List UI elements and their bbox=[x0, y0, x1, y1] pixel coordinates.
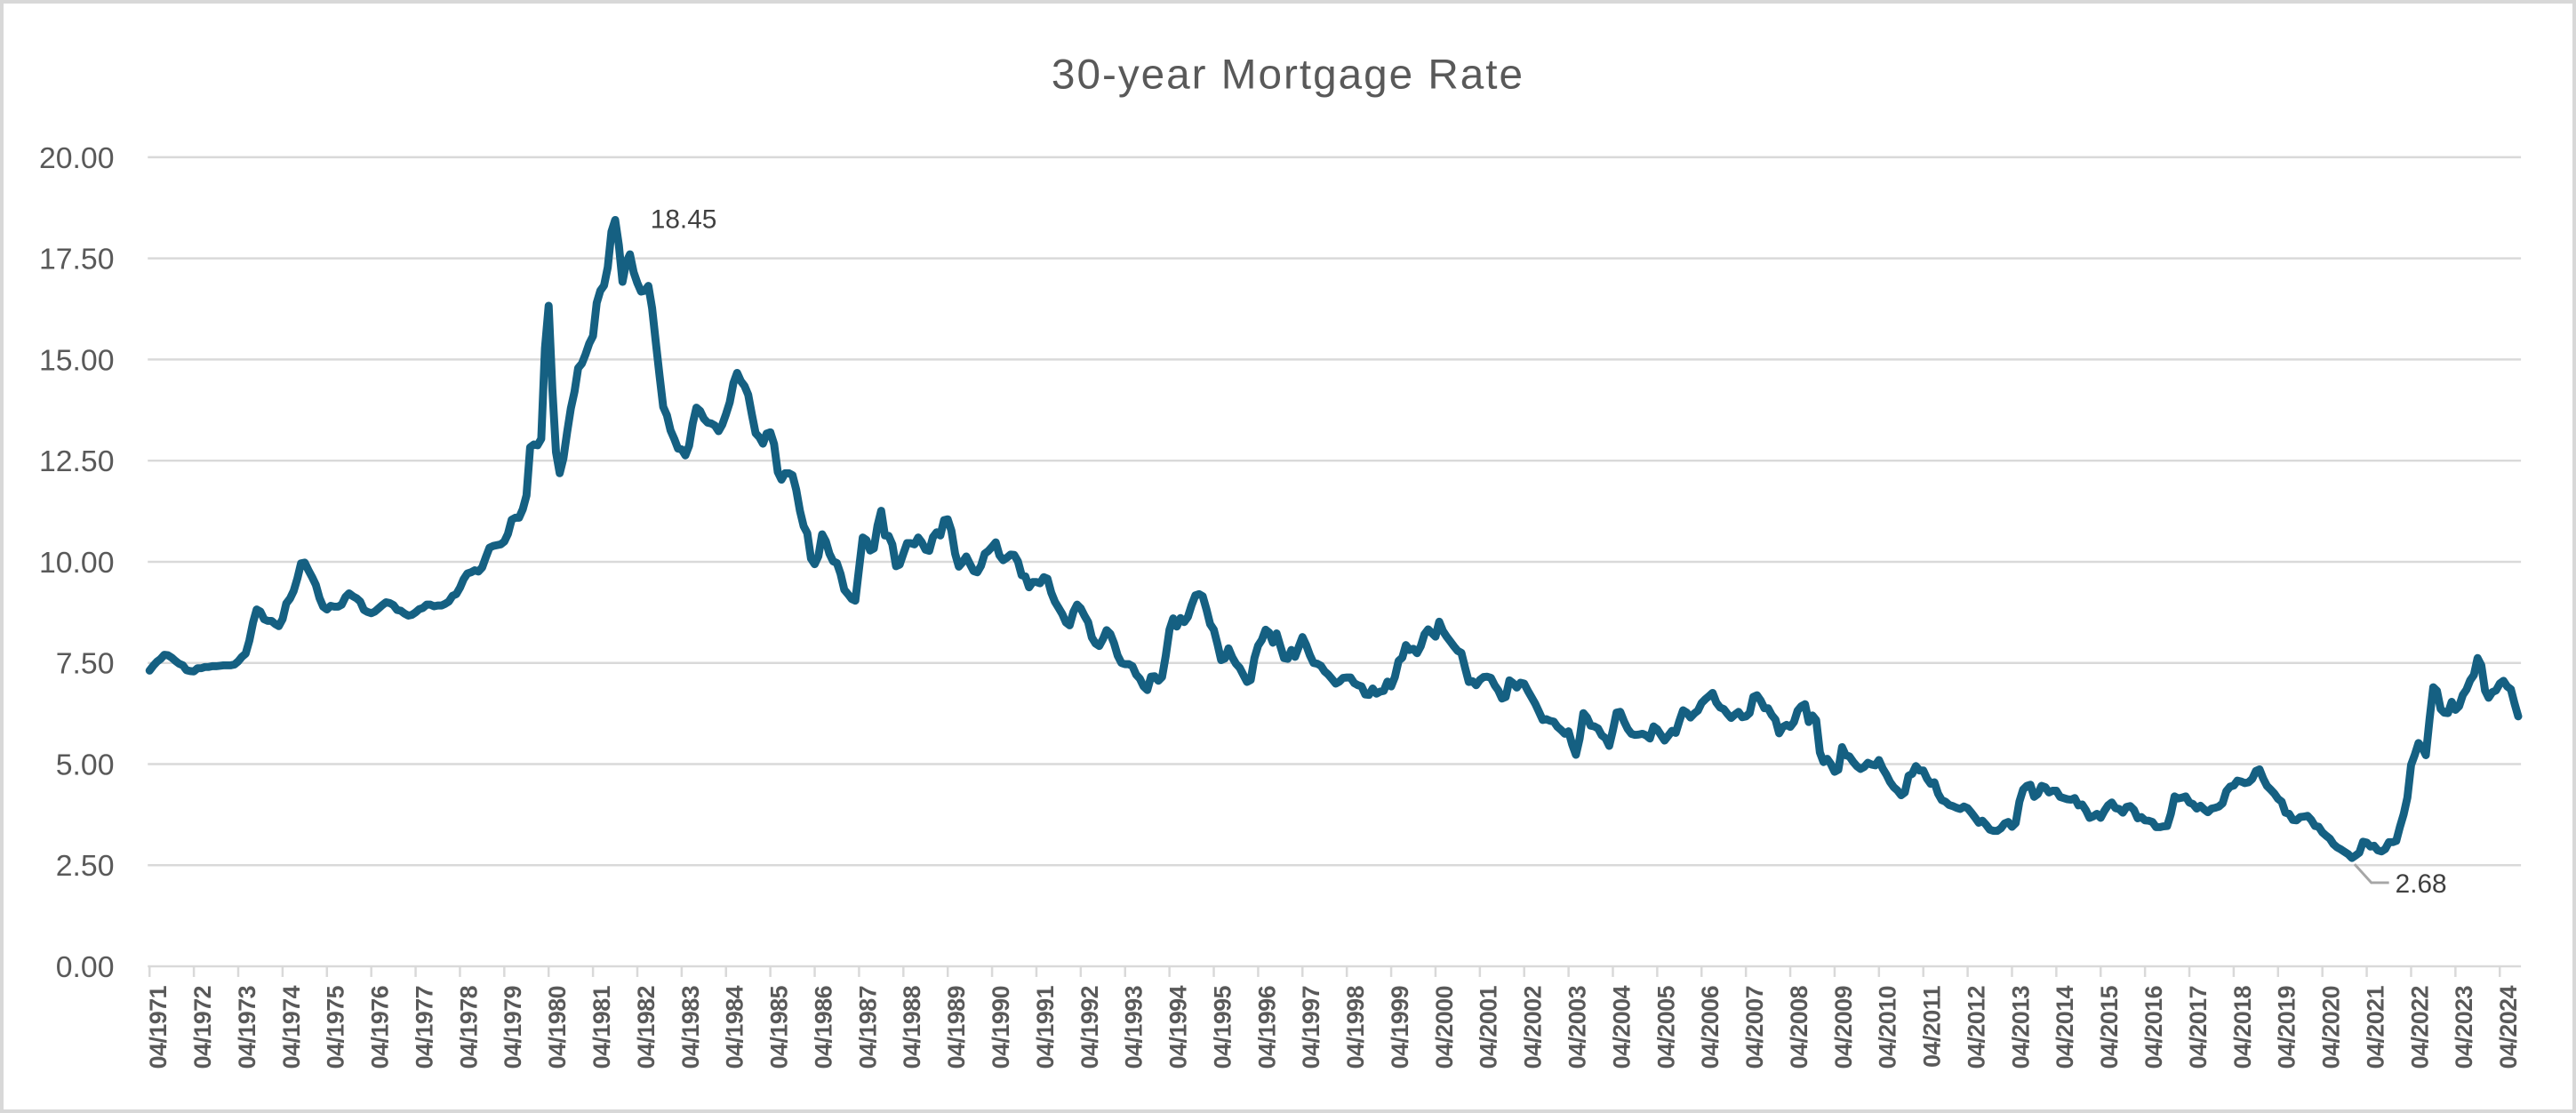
x-tick-label: 04/1972 bbox=[189, 986, 216, 1069]
y-tick-label: 20.00 bbox=[39, 141, 115, 175]
x-tick-label: 04/1974 bbox=[278, 985, 305, 1069]
y-tick-label: 2.50 bbox=[56, 849, 115, 883]
x-tick-label: 04/2000 bbox=[1431, 986, 1458, 1069]
x-tick-label: 04/2013 bbox=[2007, 986, 2034, 1069]
x-tick-label: 04/2012 bbox=[1963, 986, 1989, 1069]
x-tick-label: 04/2019 bbox=[2274, 986, 2300, 1069]
x-tick-label: 04/1993 bbox=[1121, 986, 1148, 1069]
x-tick-label: 04/2004 bbox=[1608, 985, 1635, 1069]
x-tick-label: 04/2006 bbox=[1697, 986, 1724, 1069]
x-tick-label: 04/2001 bbox=[1476, 985, 1502, 1069]
x-tick-label: 04/1998 bbox=[1342, 985, 1369, 1069]
x-tick-label: 04/2010 bbox=[1875, 986, 1901, 1069]
x-tick-label: 04/2009 bbox=[1830, 986, 1857, 1069]
x-tick-label: 04/2022 bbox=[2406, 986, 2433, 1069]
y-tick-label: 10.00 bbox=[39, 546, 115, 580]
x-tick-label: 04/2023 bbox=[2451, 986, 2477, 1069]
chart-title: 30-year Mortgage Rate bbox=[1052, 51, 1524, 98]
x-tick-label: 04/2017 bbox=[2185, 986, 2212, 1069]
x-tick-label: 04/1995 bbox=[1209, 985, 1236, 1069]
annotations: 18.45 2.68 bbox=[651, 204, 2447, 898]
x-tick-label: 04/1973 bbox=[234, 986, 260, 1069]
x-tick-label: 04/2008 bbox=[1786, 985, 1812, 1069]
x-tick-label: 04/1994 bbox=[1165, 985, 1192, 1069]
max-value-label: 18.45 bbox=[651, 204, 717, 234]
y-tick-label: 15.00 bbox=[39, 343, 115, 377]
min-value-label: 2.68 bbox=[2396, 869, 2447, 899]
x-tick-label: 04/2002 bbox=[1520, 986, 1547, 1069]
x-tick-label: 04/1996 bbox=[1253, 986, 1280, 1069]
x-tick-label: 04/1990 bbox=[988, 986, 1014, 1069]
x-tick-label: 04/1980 bbox=[544, 986, 571, 1069]
x-tick-label: 04/2020 bbox=[2318, 986, 2345, 1069]
x-tick-label: 04/1992 bbox=[1076, 986, 1103, 1069]
y-tick-label: 0.00 bbox=[56, 950, 115, 984]
x-tick-label: 04/1999 bbox=[1387, 986, 1413, 1069]
x-tick-label: 04/1982 bbox=[633, 986, 660, 1069]
y-axis-labels: 0.00 2.50 5.00 7.50 10.00 12.50 15.00 17.50 20.0… bbox=[39, 141, 115, 984]
y-tick-label: 5.00 bbox=[56, 748, 115, 781]
x-tick-label: 04/1988 bbox=[899, 985, 925, 1069]
x-tick-label: 04/1984 bbox=[722, 985, 748, 1069]
x-tick-label: 04/1977 bbox=[411, 986, 437, 1069]
x-tick-label: 04/1989 bbox=[943, 986, 970, 1069]
x-tick-label: 04/1979 bbox=[500, 986, 526, 1069]
x-tick-label: 04/2021 bbox=[2362, 985, 2388, 1069]
min-callout-leader-line bbox=[2353, 863, 2389, 885]
rate-line-series bbox=[145, 215, 2523, 862]
x-tick-label: 04/1997 bbox=[1298, 986, 1324, 1069]
y-tick-label: 12.50 bbox=[39, 444, 115, 478]
x-tick-label: 04/2011 bbox=[1919, 985, 1946, 1068]
x-tick-label: 04/2007 bbox=[1741, 986, 1768, 1069]
x-axis-labels: 04/1971 04/1972 04/1973 04/1974 04/1975 04/19… bbox=[145, 985, 2522, 1069]
x-tick-label: 04/1971 bbox=[145, 985, 172, 1069]
chart-canvas: 0.00 2.50 5.00 7.50 10.00 12.50 15.00 17.50 20.0… bbox=[39, 51, 2523, 1069]
x-tick-label: 04/2024 bbox=[2495, 985, 2522, 1069]
x-tick-label: 04/1983 bbox=[677, 986, 704, 1069]
x-tick-label: 04/2005 bbox=[1652, 985, 1679, 1069]
y-tick-label: 17.50 bbox=[39, 243, 115, 276]
x-tick-label: 04/1976 bbox=[367, 986, 394, 1069]
x-tick-label: 04/2018 bbox=[2229, 985, 2256, 1069]
gridlines bbox=[148, 156, 2522, 867]
x-tick-label: 04/2016 bbox=[2140, 986, 2167, 1069]
x-tick-label: 04/1985 bbox=[766, 985, 793, 1069]
y-tick-label: 7.50 bbox=[56, 647, 115, 681]
x-axis bbox=[148, 965, 2522, 977]
x-tick-label: 04/1987 bbox=[854, 986, 881, 1069]
x-tick-label: 04/1975 bbox=[323, 985, 349, 1069]
x-tick-label: 04/2015 bbox=[2096, 985, 2123, 1069]
x-tick-label: 04/1978 bbox=[455, 985, 482, 1069]
x-tick-label: 04/1986 bbox=[810, 986, 836, 1069]
x-tick-label: 04/2003 bbox=[1564, 986, 1590, 1069]
x-tick-label: 04/1981 bbox=[588, 985, 615, 1069]
x-tick-label: 04/1991 bbox=[1032, 985, 1059, 1069]
x-tick-label: 04/2014 bbox=[2052, 985, 2078, 1069]
